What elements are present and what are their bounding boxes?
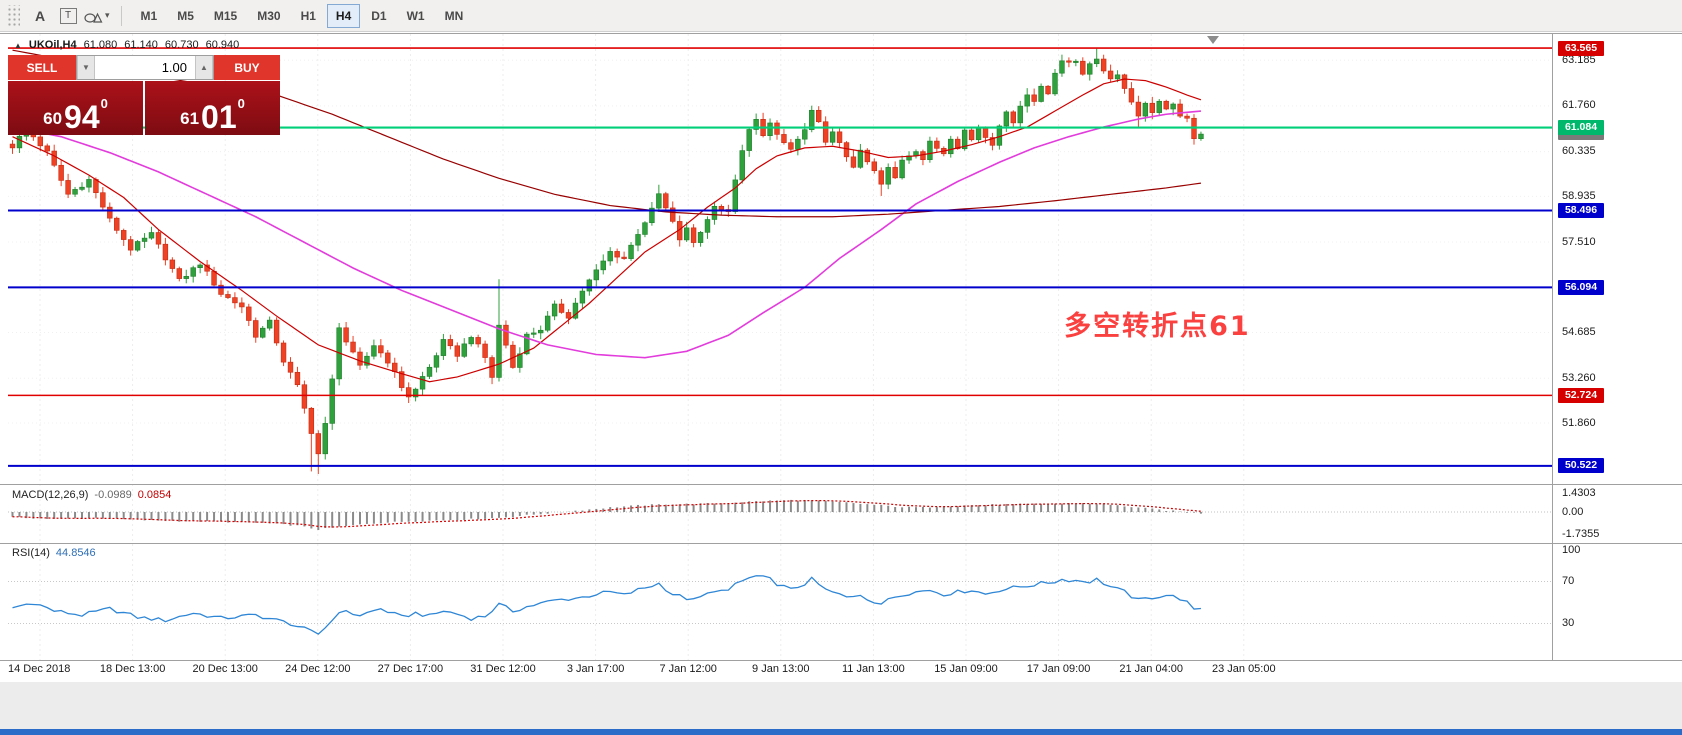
label-tool-icon[interactable]: T	[55, 3, 81, 29]
one-click-trading-panel: SELL ▼ 1.00 ▲ BUY 60 94 0 61 01 0	[8, 55, 280, 135]
rsi-axis-label: 100	[1562, 543, 1581, 556]
price-badge: 61.084	[1558, 120, 1604, 136]
symbol-marker-icon: ▲	[14, 40, 22, 50]
price-scale[interactable]: 63.185 61.760 60.335 58.935 57.510 54.685 53.2…	[1553, 0, 1681, 735]
time-label: 15 Jan 09:00	[934, 663, 998, 675]
timeframe-H1[interactable]: H1	[300, 8, 316, 23]
sell-button[interactable]: SELL	[8, 55, 76, 80]
timeframe-MN[interactable]: MN	[444, 8, 464, 23]
buy-price-pipette: 0	[237, 96, 245, 111]
macd-axis-label: 0.00	[1562, 505, 1584, 518]
symbol-title: UKOil,H4	[28, 39, 77, 51]
ohlc-low: 60.730	[164, 39, 199, 51]
timeframe-H4[interactable]: H4	[326, 3, 361, 28]
timeframe-M15[interactable]: M15	[213, 8, 238, 23]
timeframe-W1[interactable]: W1	[406, 8, 425, 23]
ohlc-open: 61.080	[83, 39, 118, 51]
sell-price-button[interactable]: 60 94 0	[8, 81, 143, 135]
rsi-axis-label: 70	[1562, 575, 1575, 587]
time-label: 17 Jan 09:00	[1026, 663, 1091, 675]
time-label: 14 Dec 2018	[8, 663, 71, 675]
time-label: 24 Dec 12:00	[285, 663, 351, 675]
macd-signal-value: 0.0854	[137, 489, 172, 501]
buy-price-int: 61	[180, 109, 200, 128]
chart-ohlc-header: ▲ UKOil,H4 61.080 61.140 60.730 60.940	[14, 39, 239, 51]
price-badge: 56.094	[1558, 279, 1604, 295]
buy-price-button[interactable]: 61 01 0	[145, 81, 280, 135]
volume-control: ▼ 1.00 ▲	[76, 55, 214, 80]
time-label: 21 Jan 04:00	[1119, 663, 1183, 675]
rsi-value: 44.8546	[55, 547, 96, 559]
volume-increase-button[interactable]: ▲	[195, 56, 213, 79]
price-badge: 63.565	[1558, 40, 1604, 56]
rsi-axis-label: 30	[1562, 617, 1575, 629]
timeframe-M1[interactable]: M1	[140, 8, 158, 23]
label-tool-glyph: T	[59, 7, 77, 24]
price-label: 61.760	[1562, 99, 1596, 112]
rsi-indicator-label: RSI(14) 44.8546	[12, 547, 96, 559]
window-bottom-edge	[0, 729, 1682, 735]
price-badge: 50.522	[1558, 458, 1604, 474]
price-label: 51.860	[1562, 416, 1596, 429]
price-label: 63.185	[1562, 53, 1596, 66]
time-label: 20 Dec 13:00	[192, 663, 258, 675]
buy-button[interactable]: BUY	[214, 55, 280, 80]
time-label: 23 Jan 05:00	[1211, 663, 1276, 675]
timeframe-group: M1 M5 M15 M30 H1 H4 D1 W1 MN	[131, 3, 474, 28]
time-label: 9 Jan 13:00	[752, 663, 810, 675]
timeframe-M30[interactable]: M30	[257, 8, 281, 23]
chart-text-annotation: 多空转折点61	[1064, 310, 1251, 342]
price-label: 53.260	[1562, 371, 1596, 384]
price-label: 54.685	[1562, 326, 1596, 339]
time-label: 7 Jan 12:00	[659, 663, 717, 675]
volume-input[interactable]: 1.00	[161, 60, 187, 75]
macd-main-value: -0.0989	[94, 489, 132, 501]
price-label: 57.510	[1562, 235, 1596, 248]
toolbar-separator	[120, 5, 122, 26]
macd-indicator-label: MACD(12,26,9) -0.0989 0.0854	[12, 489, 171, 501]
time-label: 11 Jan 13:00	[841, 663, 905, 675]
sell-price-pips: 94	[64, 98, 100, 135]
rsi-name: RSI(14)	[12, 547, 50, 559]
ohlc-close: 60.940	[205, 39, 240, 51]
price-label: 58.935	[1562, 189, 1596, 202]
shapes-icon[interactable]: ▾	[83, 3, 111, 29]
buy-price-pips: 01	[201, 98, 237, 135]
macd-axis-label: -1.7355	[1562, 528, 1600, 541]
sell-price-pipette: 0	[100, 96, 108, 111]
time-label: 3 Jan 17:00	[566, 663, 625, 675]
macd-name: MACD(12,26,9)	[12, 489, 89, 501]
timeframe-M5[interactable]: M5	[177, 8, 194, 23]
top-toolbar: A T ▾ M1 M5 M15 M30 H1 H4 D1 W1 MN	[0, 0, 1682, 32]
toolbar-drag-handle-icon[interactable]	[6, 4, 20, 27]
shapes-dropdown-caret-icon[interactable]: ▾	[105, 10, 110, 20]
window-bottom-spacer	[0, 682, 1682, 729]
ohlc-high: 61.140	[124, 39, 158, 51]
price-badge: 58.496	[1558, 202, 1604, 218]
sell-price-int: 60	[43, 109, 63, 128]
text-tool-icon[interactable]: A	[34, 7, 46, 24]
timeframe-D1[interactable]: D1	[371, 8, 387, 23]
price-badge: 52.724	[1558, 387, 1604, 403]
time-label: 27 Dec 17:00	[377, 663, 444, 675]
shapes-glyph	[84, 12, 103, 23]
volume-decrease-button[interactable]: ▼	[77, 56, 95, 79]
time-label: 18 Dec 13:00	[99, 663, 166, 675]
macd-axis-label: 1.4303	[1562, 486, 1596, 499]
time-label: 31 Dec 12:00	[470, 663, 536, 675]
time-axis[interactable]: 14 Dec 2018 18 Dec 13:00 20 Dec 13:00 24 De…	[0, 663, 1552, 681]
price-label: 60.335	[1562, 145, 1596, 158]
